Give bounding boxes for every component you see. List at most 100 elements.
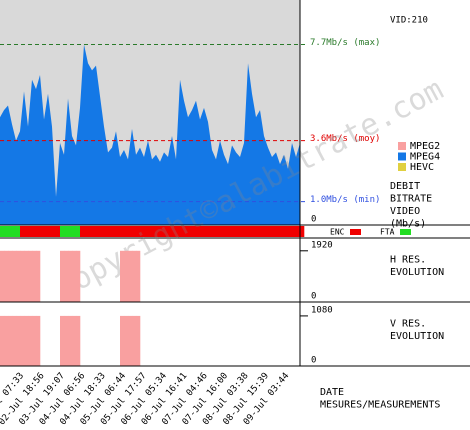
encryption-cell xyxy=(200,226,205,237)
encryption-cell xyxy=(104,226,109,237)
encryption-cell xyxy=(0,226,5,237)
encryption-cell xyxy=(32,226,37,237)
resolution-bar xyxy=(64,315,69,366)
y-tick-label: 0 xyxy=(311,215,316,225)
encryption-cell xyxy=(236,226,241,237)
encryption-legend-label: FTA xyxy=(380,228,395,237)
resolution-bar xyxy=(8,315,13,366)
encryption-cell xyxy=(44,226,49,237)
encryption-cell xyxy=(84,226,89,237)
encryption-cell xyxy=(256,226,261,237)
encryption-cell xyxy=(176,226,181,237)
resolution-bar xyxy=(72,315,77,366)
encryption-cell xyxy=(252,226,257,237)
resolution-bar xyxy=(24,250,29,302)
encryption-legend-label: ENC xyxy=(330,228,345,237)
axis-label: MESURES/MEASUREMENTS xyxy=(320,400,440,411)
encryption-cell xyxy=(204,226,209,237)
resolution-bar xyxy=(120,250,125,302)
resolution-bar xyxy=(32,315,37,366)
encryption-cell xyxy=(220,226,225,237)
axis-label: DEBIT xyxy=(390,181,420,192)
resolution-bar xyxy=(0,250,5,302)
encryption-cell xyxy=(264,226,269,237)
encryption-cell xyxy=(116,226,121,237)
encryption-cell xyxy=(284,226,289,237)
encryption-cell xyxy=(208,226,213,237)
encryption-cell xyxy=(140,226,145,237)
y-tick-label: 1080 xyxy=(311,305,333,315)
encryption-cell xyxy=(88,226,93,237)
legend-label: MPEG4 xyxy=(410,152,440,163)
axis-label: (Mb/s) xyxy=(390,219,426,230)
y-tick-label: 0 xyxy=(311,356,316,366)
encryption-cell xyxy=(72,226,77,237)
encryption-cell xyxy=(124,226,129,237)
panel-label: H RES. xyxy=(390,255,426,266)
resolution-bar xyxy=(0,315,5,366)
resolution-bar xyxy=(124,315,129,366)
encryption-cell xyxy=(96,226,101,237)
encryption-cell xyxy=(132,226,137,237)
encryption-cell xyxy=(292,226,297,237)
resolution-bar xyxy=(16,250,21,302)
resolution-bar xyxy=(124,250,129,302)
resolution-bar xyxy=(36,250,41,302)
encryption-cell xyxy=(120,226,125,237)
encryption-cell xyxy=(20,226,25,237)
resolution-bar xyxy=(68,250,73,302)
encryption-cell xyxy=(300,226,305,237)
bitrate-area xyxy=(0,44,300,225)
resolution-bar xyxy=(128,250,133,302)
resolution-bar xyxy=(16,315,21,366)
encryption-cell xyxy=(80,226,85,237)
encryption-cell xyxy=(144,226,149,237)
reference-label: 1.0Mb/s (min) xyxy=(310,195,380,205)
encryption-cell xyxy=(156,226,161,237)
legend-label: MPEG2 xyxy=(410,141,440,152)
resolution-bar xyxy=(136,250,141,302)
reference-label: 7.7Mb/s (max) xyxy=(310,38,380,48)
resolution-bar xyxy=(120,315,125,366)
encryption-cell xyxy=(108,226,113,237)
resolution-bar xyxy=(28,315,33,366)
encryption-cell xyxy=(136,226,141,237)
encryption-cell xyxy=(296,226,301,237)
legend-label: HEVC xyxy=(410,162,434,173)
encryption-cell xyxy=(56,226,61,237)
encryption-cell xyxy=(60,226,65,237)
resolution-bar xyxy=(136,315,141,366)
resolution-bar xyxy=(4,250,9,302)
encryption-cell xyxy=(8,226,13,237)
panel-label: EVOLUTION xyxy=(390,267,444,278)
encryption-legend-swatch xyxy=(400,229,411,235)
encryption-cell xyxy=(276,226,281,237)
encryption-cell xyxy=(100,226,105,237)
encryption-cell xyxy=(288,226,293,237)
panel-label: EVOLUTION xyxy=(390,331,444,342)
encryption-cell xyxy=(212,226,217,237)
resolution-bar xyxy=(20,250,25,302)
encryption-cell xyxy=(160,226,165,237)
resolution-bar xyxy=(132,250,137,302)
encryption-cell xyxy=(228,226,233,237)
resolution-bar xyxy=(76,315,81,366)
encryption-cell xyxy=(16,226,21,237)
y-tick-label: 1920 xyxy=(311,240,333,250)
encryption-cell xyxy=(12,226,17,237)
encryption-cell xyxy=(128,226,133,237)
resolution-bar xyxy=(68,315,73,366)
encryption-cell xyxy=(68,226,73,237)
encryption-cell xyxy=(164,226,169,237)
resolution-bar xyxy=(32,250,37,302)
resolution-bar xyxy=(76,250,81,302)
encryption-cell xyxy=(112,226,117,237)
axis-label: DATE xyxy=(320,387,344,398)
resolution-bar xyxy=(64,250,69,302)
reference-label: 3.6Mb/s (moy) xyxy=(310,134,380,144)
panel-label: V RES. xyxy=(390,319,426,330)
legend-swatch xyxy=(398,142,406,150)
encryption-cell xyxy=(216,226,221,237)
resolution-bar xyxy=(8,250,13,302)
resolution-bar xyxy=(60,315,65,366)
